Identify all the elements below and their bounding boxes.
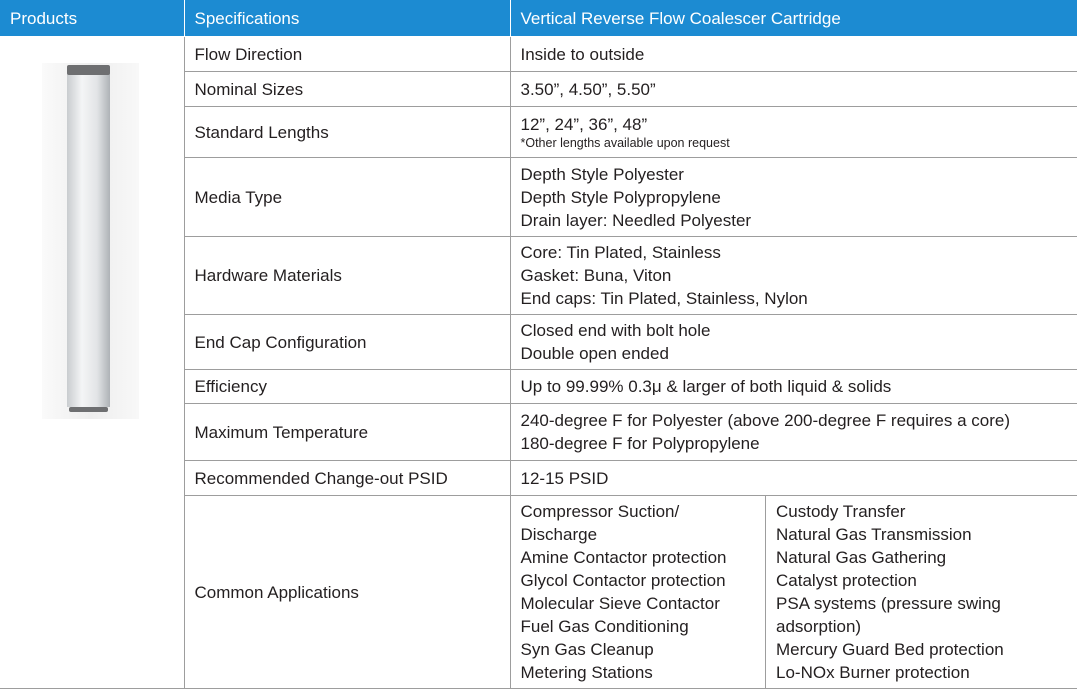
product-image-cell xyxy=(0,36,185,689)
table-row: Recommended Change-out PSID 12-15 PSID xyxy=(0,460,1077,496)
table-row: Nominal Sizes 3.50”, 4.50”, 5.50” xyxy=(0,71,1077,107)
value-line: Inside to outside xyxy=(520,44,645,64)
application: Lo-NOx Burner protection xyxy=(776,663,970,682)
table-row: Flow Direction Inside to outside xyxy=(0,36,1077,689)
value-line: Drain layer: Needled Polyester xyxy=(520,210,752,230)
value-line: 12-15 PSID xyxy=(520,468,609,488)
application: Amine Contactor protection xyxy=(520,548,727,567)
value-line: End caps: Tin Plated, Stainless, Nylon xyxy=(520,289,808,308)
header-cell: Specifications xyxy=(183,0,511,37)
spec-label: Media Type xyxy=(183,157,511,237)
value-line: Double open ended xyxy=(520,344,669,363)
application: Syn Gas Cleanup xyxy=(520,640,654,659)
footnote: *Other lengths available upon request xyxy=(520,136,730,150)
application: Natural Gas Gathering xyxy=(776,548,947,567)
spec-value: 3.50”, 4.50”, 5.50” xyxy=(509,71,1077,107)
applications: Compressor Suction/ Discharge Amine Conta… xyxy=(511,496,1077,688)
spec-value: Compressor Suction/ Discharge Amine Conta… xyxy=(509,495,1077,689)
table-row: Media Type Depth Style Polyester Depth Sty… xyxy=(0,157,1077,237)
value-line: 180-degree F for Polypropylene xyxy=(520,434,760,453)
application-column: Custody Transfer Natural Gas Transmission… xyxy=(766,496,1076,688)
value-line: Up to 99.99% 0.3μ & larger of both liqui… xyxy=(520,377,892,396)
spec-label: End Cap Configuration xyxy=(183,314,511,370)
spec-value: Core: Tin Plated, Stainless Gasket: Buna,… xyxy=(509,236,1077,315)
table-row: Common Applications Compressor Suction/ D… xyxy=(0,495,1077,689)
spec-value: 12-15 PSID xyxy=(509,460,1077,496)
value-line: Core: Tin Plated, Stainless xyxy=(520,243,721,262)
header-cell: Vertical Reverse Flow Coalescer Cartridg… xyxy=(509,0,1077,37)
application: Custody Transfer xyxy=(776,502,906,521)
spec-label: Efficiency xyxy=(183,369,511,404)
table-row: Efficiency Up to 99.99% 0.3μ & larger of … xyxy=(0,369,1077,404)
spec-label: Flow Direction xyxy=(183,36,511,72)
header-row: Products Specifications Vertical Reverse F… xyxy=(0,0,1077,37)
spec-label: Recommended Change-out PSID xyxy=(183,460,511,496)
application: Compressor Suction/ Discharge xyxy=(520,502,680,544)
value-line: 3.50”, 4.50”, 5.50” xyxy=(520,79,656,99)
application: PSA systems (pressure swing adsorption) xyxy=(776,594,1001,636)
spec-value: Inside to outside xyxy=(509,36,1077,72)
spec-label: Maximum Temperature xyxy=(183,403,511,461)
application: Catalyst protection xyxy=(776,571,917,590)
spec-value: 12”, 24”, 36”, 48” *Other lengths availab… xyxy=(509,106,1077,158)
application: Glycol Contactor protection xyxy=(520,571,726,590)
spec-label: Hardware Materials xyxy=(183,236,511,315)
header-cell: Products xyxy=(0,0,185,37)
spec-label: Common Applications xyxy=(183,495,511,689)
table-body: Flow Direction Inside to outside Nominal S… xyxy=(0,36,1077,689)
application-column: Compressor Suction/ Discharge Amine Conta… xyxy=(511,496,767,688)
application: Metering Stations xyxy=(520,663,653,682)
value-line: Depth Style Polyester xyxy=(520,164,684,184)
application: Molecular Sieve Contactor xyxy=(520,594,720,613)
application: Mercury Guard Bed protection xyxy=(776,640,1004,659)
spec-value: 240-degree F for Polyester (above 200-de… xyxy=(509,403,1077,461)
table-row: Maximum Temperature 240-degree F for Poly… xyxy=(0,403,1077,461)
spec-value: Depth Style Polyester Depth Style Polypro… xyxy=(509,157,1077,237)
value-line: Depth Style Polypropylene xyxy=(520,187,721,207)
application: Fuel Gas Conditioning xyxy=(520,617,689,636)
spec-label: Nominal Sizes xyxy=(183,71,511,107)
cartridge-image xyxy=(42,63,139,419)
value-line: Gasket: Buna, Viton xyxy=(520,266,672,285)
spec-value: Up to 99.99% 0.3μ & larger of both liqui… xyxy=(509,369,1077,404)
value-line: Closed end with bolt hole xyxy=(520,321,711,340)
spec-label: Standard Lengths xyxy=(183,106,511,158)
application: Natural Gas Transmission xyxy=(776,525,972,544)
value-line: 240-degree F for Polyester (above 200-de… xyxy=(520,411,1010,430)
value-line: 12”, 24”, 36”, 48” xyxy=(520,115,648,134)
spec-value: Closed end with bolt hole Double open end… xyxy=(509,314,1077,370)
